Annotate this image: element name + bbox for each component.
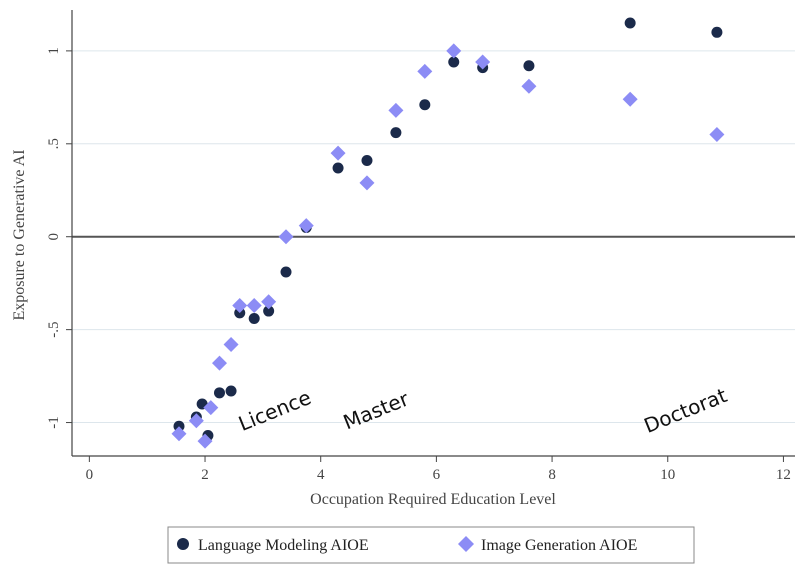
language-modeling-point <box>523 60 535 72</box>
legend-marker-language <box>177 538 189 550</box>
legend-box <box>167 526 695 564</box>
language-modeling-point <box>390 127 402 139</box>
language-modeling-point <box>332 162 344 174</box>
x-tick-label: 4 <box>317 467 325 483</box>
language-modeling-point <box>361 155 373 167</box>
y-tick-label: -.5 <box>46 322 62 338</box>
image-generation-point <box>521 78 537 94</box>
language-modeling-point <box>711 26 723 38</box>
image-generation-point <box>261 294 277 310</box>
image-generation-point <box>188 413 204 429</box>
annotations: Licence Master Doctorat <box>235 383 730 438</box>
x-tick-label: 0 <box>86 467 94 483</box>
gridlines <box>72 50 795 424</box>
image-generation-point <box>223 337 239 352</box>
language-modeling-point <box>225 385 237 397</box>
image-generation-point <box>171 426 187 442</box>
language-modeling-point <box>624 17 636 29</box>
x-tick-label: 2 <box>201 467 209 483</box>
legend-marker-image <box>458 536 474 552</box>
image-generation-point <box>709 127 725 143</box>
data-points <box>171 17 725 449</box>
x-tick-label: 8 <box>548 467 556 483</box>
annotation-label: Master <box>340 386 413 434</box>
language-modeling-point <box>263 305 275 317</box>
y-tick-label: 1 <box>46 47 62 55</box>
image-generation-point <box>388 102 404 118</box>
image-generation-point <box>359 175 375 191</box>
legend: Language Modeling AIOE Image Generation … <box>167 526 695 564</box>
y-tick-label: .5 <box>46 138 62 149</box>
axes: -1-.50.510 2 4 6 8 10 12 <box>46 10 795 483</box>
language-modeling-point <box>419 99 431 111</box>
image-generation-point <box>197 433 213 449</box>
image-generation-point <box>446 43 462 59</box>
x-tick-label: 10 <box>660 467 675 483</box>
y-tick-label: 0 <box>46 233 62 241</box>
image-generation-point <box>232 297 248 313</box>
image-generation-point <box>298 218 314 234</box>
annotation-label: Licence <box>235 385 314 436</box>
image-generation-point <box>211 355 227 371</box>
language-modeling-point <box>280 266 292 278</box>
image-generation-point <box>417 63 433 79</box>
legend-label-image: Image Generation AIOE <box>481 537 637 554</box>
y-tick-label: -1 <box>46 416 62 429</box>
image-generation-point <box>246 297 262 313</box>
legend-label-language: Language Modeling AIOE <box>198 537 369 554</box>
language-modeling-point <box>448 56 460 68</box>
x-axis-title: Occupation Required Education Level <box>310 491 556 508</box>
image-generation-point <box>330 145 346 161</box>
x-tick-label: 12 <box>776 467 791 483</box>
image-generation-point <box>475 54 491 70</box>
language-modeling-point <box>213 387 225 399</box>
annotation-label: Doctorat <box>641 383 731 438</box>
image-generation-point <box>278 229 294 245</box>
x-tick-label: 6 <box>433 467 441 483</box>
language-modeling-point <box>248 312 260 324</box>
image-generation-point <box>622 91 638 107</box>
y-axis-title: Exposure to Generative AI <box>11 149 28 320</box>
image-generation-point <box>203 400 219 416</box>
